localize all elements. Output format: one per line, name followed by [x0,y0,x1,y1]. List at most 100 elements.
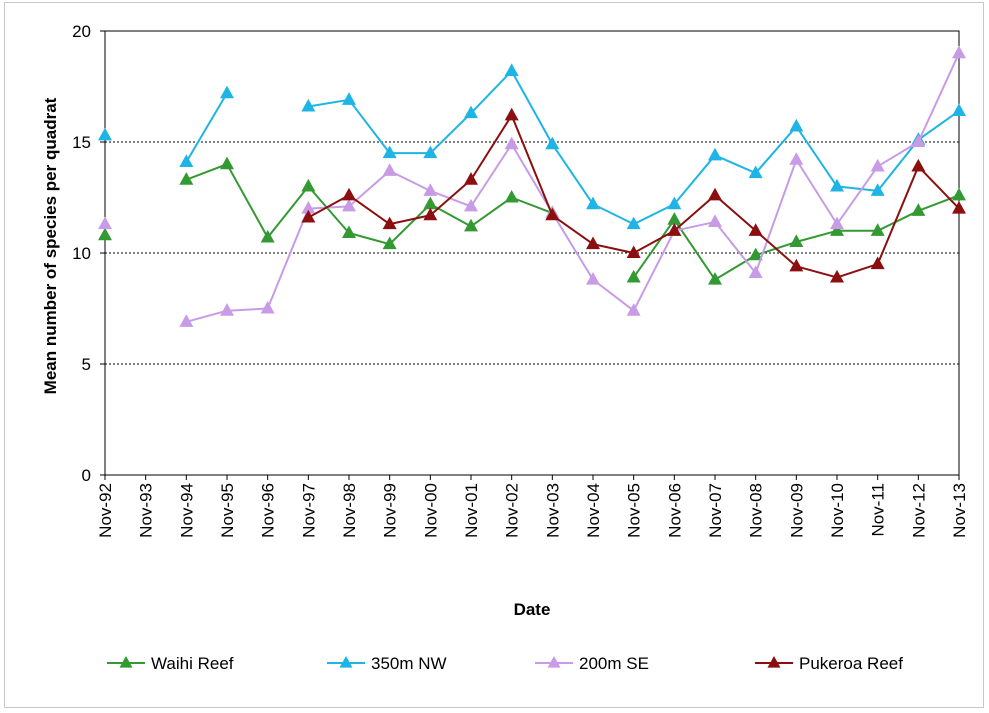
point-pukeroa-reef-Nov-05 [626,245,641,259]
point-waihi-reef-Nov-92 [98,227,112,241]
point-350m-nw-Nov-03 [545,136,560,150]
legend-label-pukeroa-reef: Pukeroa Reef [799,654,903,673]
x-tick-label-Nov-13: Nov-13 [950,483,969,538]
legend-label-200m-se: 200m SE [579,654,649,673]
point-350m-nw-Nov-10 [830,178,844,192]
point-350m-nw-Nov-94 [179,154,194,168]
legend-item-350m-nw: 350m NW [327,654,447,673]
point-waihi-reef-Nov-98 [342,225,356,239]
point-waihi-reef-Nov-01 [464,218,478,232]
x-tick-label-Nov-99: Nov-99 [381,483,400,538]
x-axis-title: Date [514,600,551,619]
point-pukeroa-reef-Nov-06 [667,223,682,236]
point-pukeroa-reef-Nov-09 [789,258,804,272]
legend-label-350m-nw: 350m NW [371,654,447,673]
legend-marker-waihi-reef [119,655,133,668]
point-200m-se-Nov-09 [789,152,804,165]
point-pukeroa-reef-Nov-13 [952,201,966,214]
point-200m-se-Nov-02 [504,136,519,150]
x-tick-label-Nov-97: Nov-97 [299,483,318,538]
point-200m-se-Nov-97 [301,201,316,214]
point-pukeroa-reef-Nov-98 [342,187,356,201]
legend-marker-pukeroa-reef [767,655,781,668]
line-chart: 0 5 10 15 20 Nov-92 Nov-93 Nov-94 Nov-95 Nov-96 No… [41,22,969,673]
point-pukeroa-reef-Nov-11 [870,256,885,270]
line-segment-350m-nw [308,69,960,226]
point-pukeroa-reef-Nov-02 [504,107,519,121]
point-waihi-reef-Nov-97 [301,178,316,192]
x-tick-label-Nov-06: Nov-06 [665,483,684,538]
point-200m-se-Nov-99 [382,163,397,176]
x-tick-label-Nov-08: Nov-08 [747,483,766,538]
point-350m-nw-Nov-09 [789,118,804,132]
point-350m-nw-Nov-01 [464,105,478,119]
point-pukeroa-reef-Nov-00 [423,207,438,221]
point-200m-se-Nov-11 [870,158,885,172]
point-pukeroa-reef-Nov-12 [911,158,926,172]
y-tick-label-20: 20 [72,22,91,41]
x-tick-label-Nov-09: Nov-09 [787,483,806,538]
point-200m-se-Nov-10 [830,216,844,230]
point-350m-nw-Nov-99 [382,145,397,159]
point-waihi-reef-Nov-11 [870,223,885,236]
axes [100,30,960,480]
point-200m-se-Nov-92 [98,216,112,230]
line-segment-waihi-reef [185,163,553,246]
point-200m-se-Nov-00 [423,183,438,196]
legend-marker-200m-se [547,655,561,668]
point-350m-nw-Nov-08 [748,165,763,179]
point-pukeroa-reef-Nov-97 [301,209,316,223]
series-pukeroa-reef [301,107,966,283]
point-200m-se-Nov-98 [342,198,356,212]
point-waihi-reef-Nov-05 [626,269,641,283]
x-tick-label-Nov-00: Nov-00 [421,483,440,538]
point-200m-se-Nov-95 [220,303,234,316]
point-350m-nw-Nov-00 [423,145,438,159]
point-200m-se-Nov-01 [464,198,478,212]
y-tick-label-0: 0 [82,466,91,485]
point-waihi-reef-Nov-95 [220,156,234,170]
point-350m-nw-Nov-98 [342,92,356,105]
point-pukeroa-reef-Nov-04 [586,236,600,250]
x-tick-label-Nov-02: Nov-02 [503,483,522,538]
chart-frame: 0 5 10 15 20 Nov-92 Nov-93 Nov-94 Nov-95 Nov-96 No… [4,2,984,708]
point-waihi-reef-Nov-96 [260,229,275,243]
x-tick-label-Nov-93: Nov-93 [137,483,156,538]
point-200m-se-Nov-96 [260,300,275,314]
point-waihi-reef-Nov-07 [708,272,722,285]
y-tick-label-5: 5 [82,355,91,374]
point-200m-se-Nov-13 [952,45,966,59]
point-waihi-reef-Nov-94 [179,172,194,185]
point-350m-nw-Nov-07 [708,147,722,161]
point-waihi-reef-Nov-99 [382,236,397,250]
line-segment-350m-nw [185,92,228,163]
point-waihi-reef-Nov-08 [748,247,763,261]
point-waihi-reef-Nov-02 [504,189,519,203]
point-pukeroa-reef-Nov-07 [708,187,722,201]
x-tick-label-Nov-07: Nov-07 [706,483,725,538]
legend-item-waihi-reef: Waihi Reef [107,654,234,673]
x-tick-label-Nov-96: Nov-96 [259,483,278,538]
point-350m-nw-Nov-95 [220,85,234,99]
y-axis-title: Mean number of species per quadrat [41,97,60,394]
point-waihi-reef-Nov-13 [952,187,966,201]
point-200m-se-Nov-12 [911,134,926,148]
x-tick-label-Nov-05: Nov-05 [625,483,644,538]
point-waihi-reef-Nov-09 [789,234,804,247]
series-lines [98,45,966,327]
x-tick-label-Nov-95: Nov-95 [218,483,237,538]
point-200m-se-Nov-07 [708,214,722,227]
point-350m-nw-Nov-92 [98,127,112,141]
x-tick-label-Nov-98: Nov-98 [340,483,359,538]
legend-label-waihi-reef: Waihi Reef [151,654,234,673]
point-pukeroa-reef-Nov-01 [464,172,478,185]
point-pukeroa-reef-Nov-03 [545,207,560,221]
point-200m-se-Nov-94 [179,314,194,327]
x-tick-label-Nov-03: Nov-03 [543,483,562,538]
point-pukeroa-reef-Nov-10 [830,269,844,283]
legend-item-200m-se: 200m SE [535,654,649,673]
tick-labels: 0 5 10 15 20 Nov-92 Nov-93 Nov-94 Nov-95 Nov-96 No… [72,22,969,538]
line-segment-200m-se [186,52,960,323]
series-350m-nw [98,63,966,230]
point-waihi-reef-Nov-12 [911,203,926,216]
